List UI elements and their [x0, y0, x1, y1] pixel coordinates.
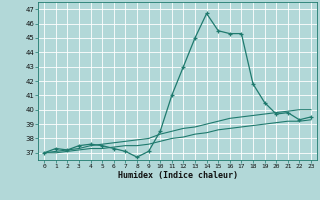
X-axis label: Humidex (Indice chaleur): Humidex (Indice chaleur)	[118, 171, 238, 180]
